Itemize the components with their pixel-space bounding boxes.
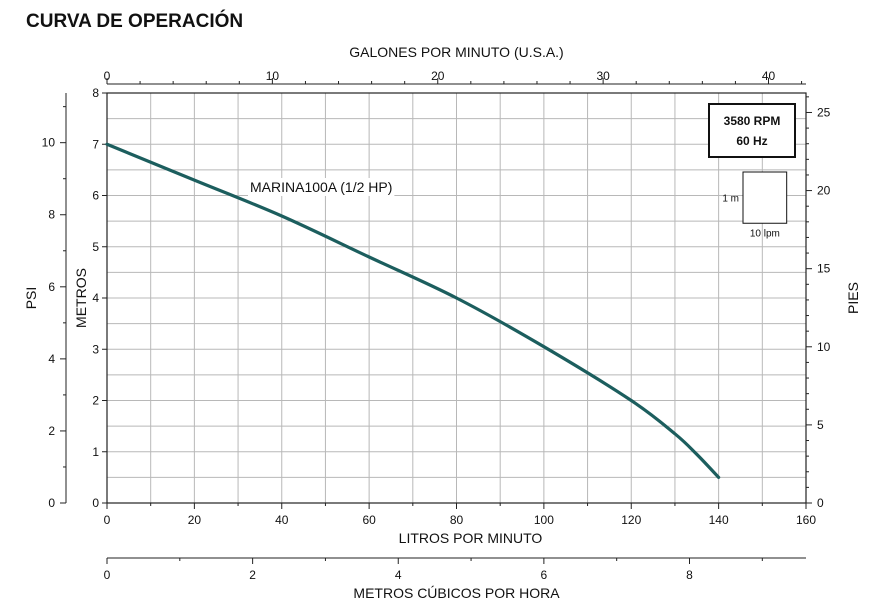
- curve-data-point: [193, 178, 196, 182]
- curve-layer: MARINA100A (1/2 HP): [105, 142, 721, 479]
- top-tick-label: 0: [104, 69, 111, 83]
- left-outer-tick-label: 6: [48, 280, 55, 294]
- right-tick-label: 5: [817, 418, 824, 432]
- curve-data-point: [542, 345, 546, 348]
- cubic-tick-label: 6: [541, 568, 548, 582]
- top-tick-label: 30: [596, 69, 610, 83]
- curve-data-point: [695, 453, 698, 456]
- chart-title: CURVA DE OPERACIÓN: [26, 10, 243, 32]
- left-inner-tick-label: 1: [92, 445, 99, 459]
- left-inner-tick-label: 6: [92, 189, 99, 203]
- left-outer-tick-label: 10: [42, 136, 56, 150]
- bottom-tick-label: 140: [709, 513, 729, 527]
- top-tick-label: 40: [762, 69, 776, 83]
- bottom-tick-label: 60: [362, 513, 376, 527]
- scale-key-square: [742, 171, 788, 224]
- right-tick-label: 25: [817, 105, 831, 119]
- curve-data-point: [630, 399, 633, 402]
- right-tick-label: 0: [817, 496, 824, 510]
- curve-data-point: [717, 476, 720, 479]
- left-outer-tick-label: 8: [48, 208, 55, 222]
- curve-label-background: [248, 178, 395, 196]
- top-axis-title: GALONES POR MINUTO (U.S.A.): [349, 44, 563, 60]
- left-inner-tick-label: 4: [92, 291, 99, 305]
- cubic-tick-label: 0: [104, 568, 111, 582]
- bottom-tick-label: 160: [796, 513, 816, 527]
- curve-data-point: [367, 255, 371, 259]
- right-tick-label: 15: [817, 262, 831, 276]
- left-inner-tick-label: 7: [92, 137, 99, 151]
- rpm-badge-line2: 60 Hz: [736, 134, 767, 148]
- annotations: 3580 RPM 60 Hz 1 m 10 lpm: [708, 103, 796, 239]
- right-tick-label: 10: [817, 340, 831, 354]
- left-outer-tick-label: 4: [48, 352, 55, 366]
- pump-curve-line: [105, 142, 721, 479]
- bottom-tick-label: 100: [534, 513, 554, 527]
- left-outer-tick-label: 2: [48, 424, 55, 438]
- bottom-axis-title: LITROS POR MINUTO: [399, 530, 543, 546]
- bottom-tick-label: 20: [188, 513, 202, 527]
- rpm-badge-line1: 3580 RPM: [724, 114, 781, 128]
- right-tick-label: 20: [817, 184, 831, 198]
- left-inner-tick-label: 3: [92, 342, 99, 356]
- cubic-axis-title: METROS CÚBICOS POR HORA: [353, 585, 560, 601]
- cubic-tick-label: 8: [686, 568, 693, 582]
- left-inner-tick-label: 5: [92, 240, 99, 254]
- bottom-tick-label: 0: [104, 513, 111, 527]
- left-outer-tick-label: 0: [48, 496, 55, 510]
- curve-data-point: [280, 214, 283, 218]
- top-tick-label: 10: [266, 69, 280, 83]
- scale-key-horizontal-label: 10 lpm: [750, 228, 780, 239]
- grid: [107, 93, 806, 503]
- left-outer-axis-title: PSI: [23, 287, 39, 310]
- curve-data-point: [673, 432, 677, 436]
- left-inner-tick-label: 8: [92, 86, 99, 100]
- curve-data-point: [105, 143, 109, 146]
- left-inner-axis-title: METROS: [73, 268, 89, 328]
- bottom-tick-label: 80: [450, 513, 464, 527]
- bottom-tick-label: 40: [275, 513, 289, 527]
- scale-key-vertical-label: 1 m: [722, 194, 739, 205]
- rpm-badge: [708, 103, 796, 158]
- cubic-tick-label: 2: [249, 568, 256, 582]
- left-inner-tick-label: 2: [92, 394, 99, 408]
- left-inner-tick-label: 0: [92, 496, 99, 510]
- bottom-tick-label: 120: [621, 513, 641, 527]
- top-tick-label: 20: [431, 69, 445, 83]
- right-axis-title: PIES: [845, 282, 861, 314]
- curve-data-point: [455, 296, 458, 300]
- curve-label: MARINA100A (1/2 HP): [250, 179, 392, 195]
- cubic-tick-label: 4: [395, 568, 402, 582]
